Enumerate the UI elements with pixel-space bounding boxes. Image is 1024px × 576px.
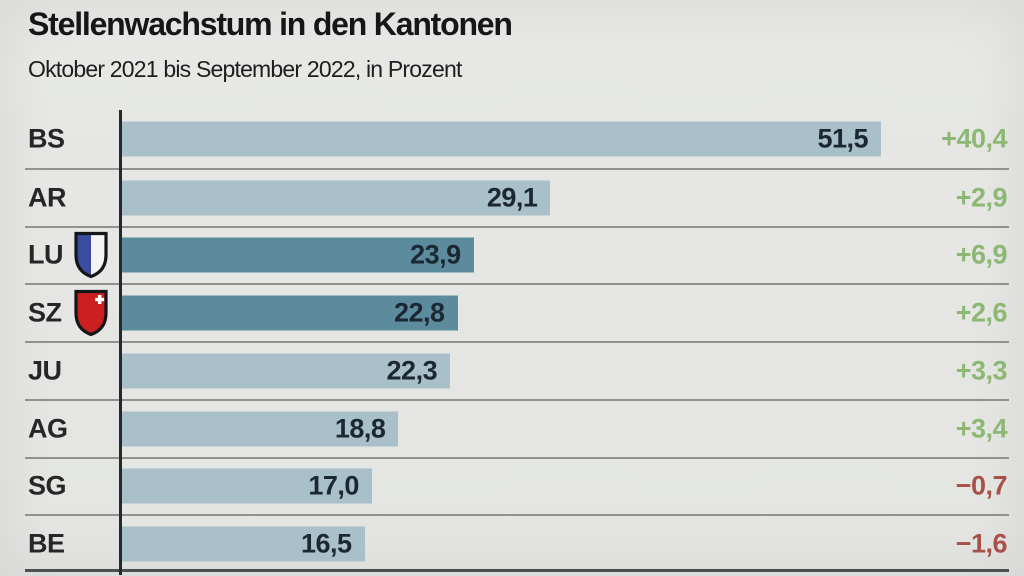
chart-title: Stellenwachstum in den Kantonen	[28, 6, 513, 42]
canton-shield	[73, 231, 109, 279]
chart-row: SG 17,0 −0,7	[25, 456, 1009, 515]
delta-value-label: +6,9	[955, 239, 1008, 270]
canton-label: BE	[28, 528, 65, 559]
bar: 23,9	[121, 237, 474, 273]
canton-shield	[73, 289, 109, 337]
chart-row: AR 29,1 +2,9	[25, 167, 1009, 226]
delta-value-label: −0,7	[955, 470, 1008, 501]
canton-label: SZ	[28, 297, 62, 328]
chart-row: LU 23,9 +6,9	[25, 225, 1009, 284]
delta-value-label: +2,6	[955, 297, 1008, 328]
bar-value-label: 29,1	[486, 182, 538, 213]
delta-value-label: +40,4	[941, 123, 1007, 154]
delta-value-label: −1,6	[955, 528, 1008, 559]
delta-value-label: +2,9	[955, 182, 1008, 213]
chart-subtitle: Oktober 2021 bis September 2022, in Proz…	[28, 56, 462, 82]
chart-row: SZ 22,8 +2,6	[25, 283, 1009, 341]
bar: 16,5	[121, 526, 365, 562]
delta-value-label: +3,4	[955, 413, 1008, 444]
bar-value-label: 23,9	[410, 239, 461, 270]
bar-value-label: 22,8	[393, 297, 445, 328]
chart-rows: BS 51,5 +40,4 AR	[25, 110, 1009, 572]
bar-value-label: 22,3	[386, 355, 438, 386]
canton-label: SG	[28, 470, 67, 501]
chart-row: AG 18,8 +3,4	[25, 398, 1009, 457]
canton-label: BS	[28, 123, 65, 154]
delta-value-label: +3,3	[955, 355, 1008, 386]
canton-label: JU	[28, 355, 62, 386]
canton-label: AG	[28, 413, 68, 444]
chart-row: BE 16,5 −1,6	[25, 514, 1009, 572]
canton-label: LU	[28, 239, 64, 270]
bar-value-label: 17,0	[308, 470, 359, 501]
bar-value-label: 51,5	[817, 123, 868, 154]
bar: 22,3	[121, 353, 451, 389]
chart-row: JU 22,3 +3,3	[25, 341, 1009, 399]
y-axis-baseline	[119, 110, 122, 575]
schwyz-flag-icon	[74, 290, 108, 337]
bar: 22,8	[121, 295, 458, 331]
bar: 29,1	[121, 180, 551, 216]
bar: 17,0	[121, 468, 372, 504]
bar: 18,8	[121, 411, 399, 447]
lucerne-flag-icon	[74, 232, 108, 279]
bar: 51,5	[121, 121, 881, 157]
bar-value-label: 18,8	[334, 413, 386, 444]
chart-row: BS 51,5 +40,4	[25, 110, 1009, 168]
canton-label: AR	[28, 182, 67, 213]
bar-value-label: 16,5	[300, 528, 352, 559]
